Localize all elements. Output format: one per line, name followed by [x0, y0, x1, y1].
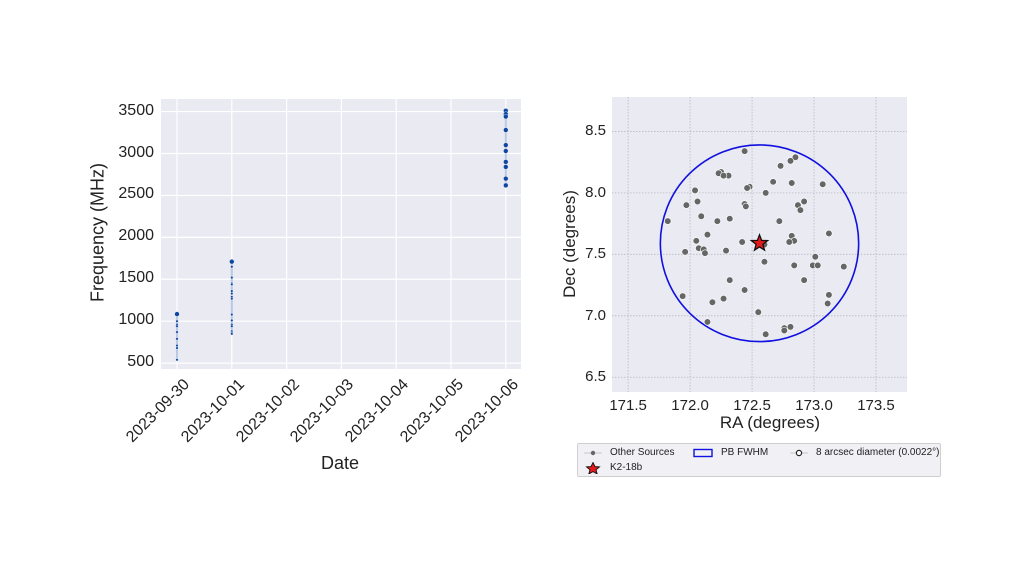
legend-pb-fwhm: PB FWHM [693, 446, 768, 459]
y-tick-label: 2000 [118, 227, 154, 245]
y-tick-label: 2500 [118, 185, 154, 203]
x-tick-label: 173.0 [795, 397, 833, 414]
frequency-plot-area [161, 99, 521, 369]
y-tick-label: 3500 [118, 101, 154, 119]
y-tick-label: 8.0 [585, 183, 606, 201]
legend-other-sources: Other Sources [584, 446, 674, 459]
y-tick-label: 1000 [118, 311, 154, 329]
y-tick-label: 7.0 [585, 306, 606, 324]
sky-legend: Other Sources PB FWHM 8 arcsec diameter … [577, 443, 941, 477]
legend-arcsec-diameter: 8 arcsec diameter (0.0022°) [790, 446, 940, 459]
hollow-circle-icon [790, 449, 808, 456]
red-star-icon [585, 461, 601, 474]
y-tick-label: 1500 [118, 269, 154, 287]
x-tick-label: 171.5 [609, 397, 647, 414]
frequency-y-label: Frequency (MHz) [87, 162, 108, 303]
x-tick-label: 172.5 [733, 397, 771, 414]
gray-dot-icon [584, 450, 602, 455]
y-tick-label: 500 [127, 353, 154, 371]
sky-position-chart: 6.5 7.0 7.5 8.0 8.5 171.5 172.0 172.5 173.0 173.… [540, 0, 1024, 579]
ra-x-label: RA (degrees) [719, 413, 821, 432]
blue-rectangle-icon [693, 448, 713, 457]
sky-scatter [612, 97, 907, 392]
sky-plot-area [612, 97, 907, 392]
x-tick-label: 173.5 [857, 397, 895, 414]
y-tick-label: 8.5 [585, 122, 606, 140]
frequency-chart: 500 1000 1500 2000 2500 3000 3500 2023-09-30 20… [87, 99, 522, 473]
frequency-scatter [161, 99, 521, 369]
x-tick-label: 172.0 [671, 397, 709, 414]
y-tick-label: 3000 [118, 143, 154, 161]
dec-y-label: Dec (degrees) [560, 190, 579, 298]
y-tick-label: 6.5 [585, 368, 606, 386]
legend-k2-18b: K2-18b [584, 461, 642, 474]
date-x-label: Date [320, 453, 360, 473]
y-tick-label: 7.5 [585, 245, 606, 263]
